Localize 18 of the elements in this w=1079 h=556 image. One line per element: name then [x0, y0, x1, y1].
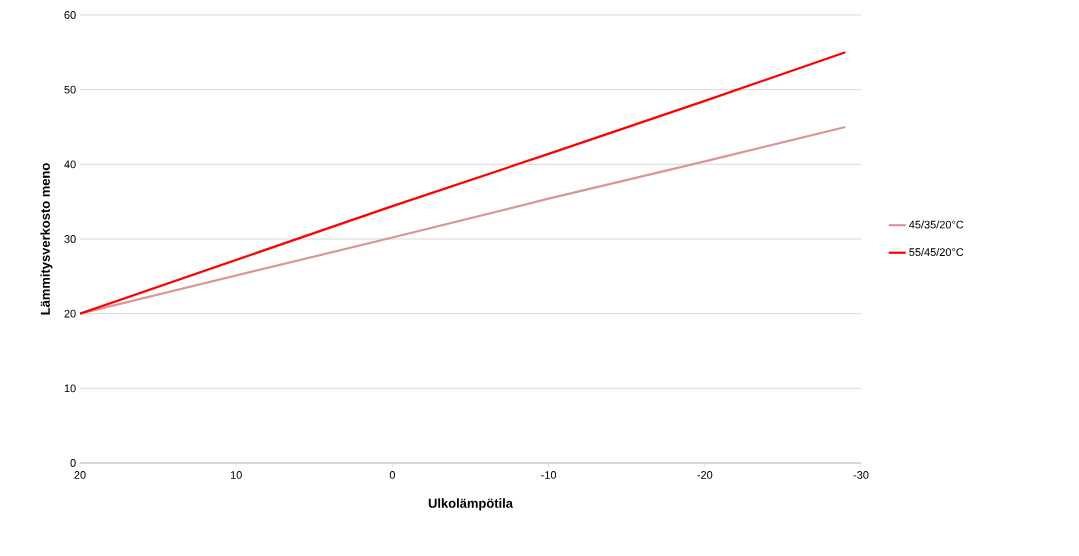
x-axis-title: Ulkolämpötila — [428, 498, 514, 511]
legend-label: 45/35/20°C — [909, 220, 964, 229]
y-tick-label: 60 — [64, 11, 76, 19]
y-tick-label: 0 — [70, 459, 76, 467]
y-tick-label: 40 — [64, 160, 76, 169]
legend-label: 55/45/20°C — [909, 247, 964, 256]
x-tick-label: -10 — [541, 471, 557, 479]
x-tick-label: -30 — [853, 471, 869, 479]
y-tick-label: 30 — [64, 235, 76, 243]
y-tick-label: 50 — [64, 85, 76, 94]
y-tick-label: 10 — [64, 384, 76, 393]
x-tick-label: 0 — [389, 471, 396, 479]
y-tick-label: 20 — [64, 309, 76, 318]
x-tick-label: -20 — [697, 471, 713, 479]
line-series — [80, 51, 847, 315]
y-axis-title: Lämmitysverkosto meno — [40, 163, 53, 315]
x-tick-label: 10 — [230, 471, 242, 479]
x-tick-label: 20 — [74, 471, 86, 479]
